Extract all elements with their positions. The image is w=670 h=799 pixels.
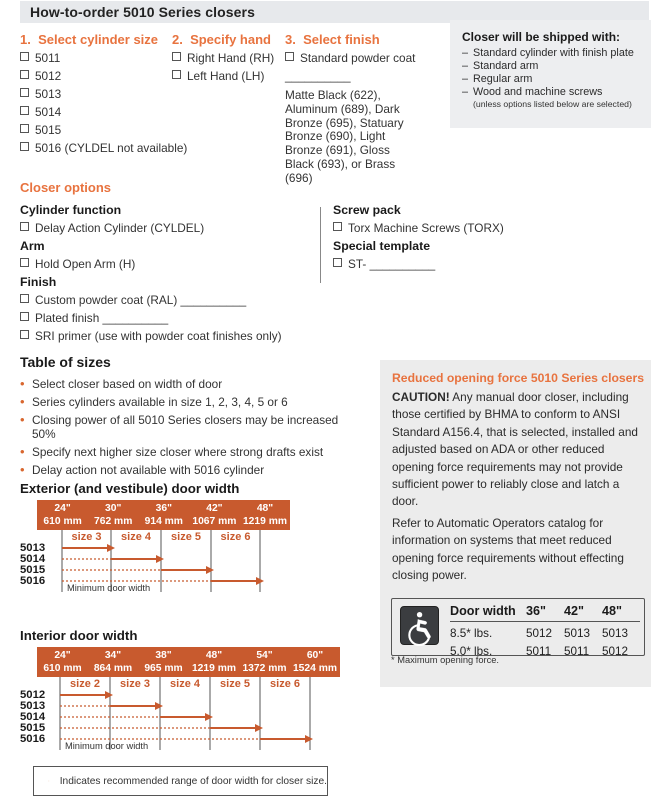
svg-text:1219 mm: 1219 mm — [192, 663, 236, 674]
svg-text:864 mm: 864 mm — [94, 663, 132, 674]
svg-text:914 mm: 914 mm — [145, 516, 183, 527]
svg-text:5016: 5016 — [20, 733, 45, 745]
svg-text:Minimum door width: Minimum door width — [65, 741, 148, 751]
svg-text:1372 mm: 1372 mm — [242, 663, 286, 674]
svg-text:48": 48" — [257, 503, 273, 514]
svg-text:762 mm: 762 mm — [94, 516, 132, 527]
svg-text:size 3: size 3 — [72, 531, 102, 543]
svg-text:38": 38" — [155, 650, 171, 661]
svg-text:610 mm: 610 mm — [43, 516, 81, 527]
svg-text:size 4: size 4 — [170, 678, 201, 690]
svg-text:size 4: size 4 — [121, 531, 152, 543]
svg-text:48": 48" — [206, 650, 222, 661]
svg-text:54": 54" — [256, 650, 272, 661]
svg-text:5016: 5016 — [20, 575, 45, 587]
svg-text:1524 mm: 1524 mm — [293, 663, 337, 674]
svg-text:1219 mm: 1219 mm — [243, 516, 287, 527]
svg-text:30": 30" — [105, 503, 121, 514]
svg-text:size 6: size 6 — [221, 531, 251, 543]
svg-text:36": 36" — [156, 503, 172, 514]
svg-text:1067 mm: 1067 mm — [192, 516, 236, 527]
svg-text:size 5: size 5 — [220, 678, 250, 690]
svg-text:610 mm: 610 mm — [43, 663, 81, 674]
svg-text:Minimum door width: Minimum door width — [67, 583, 150, 593]
svg-text:34": 34" — [105, 650, 121, 661]
svg-text:24": 24" — [54, 650, 70, 661]
svg-text:965 mm: 965 mm — [144, 663, 182, 674]
svg-text:42": 42" — [206, 503, 222, 514]
svg-text:24": 24" — [54, 503, 70, 514]
svg-text:size 5: size 5 — [171, 531, 201, 543]
svg-text:60": 60" — [307, 650, 323, 661]
svg-text:size 3: size 3 — [120, 678, 150, 690]
svg-text:size 2: size 2 — [70, 678, 100, 690]
svg-text:size 6: size 6 — [270, 678, 300, 690]
